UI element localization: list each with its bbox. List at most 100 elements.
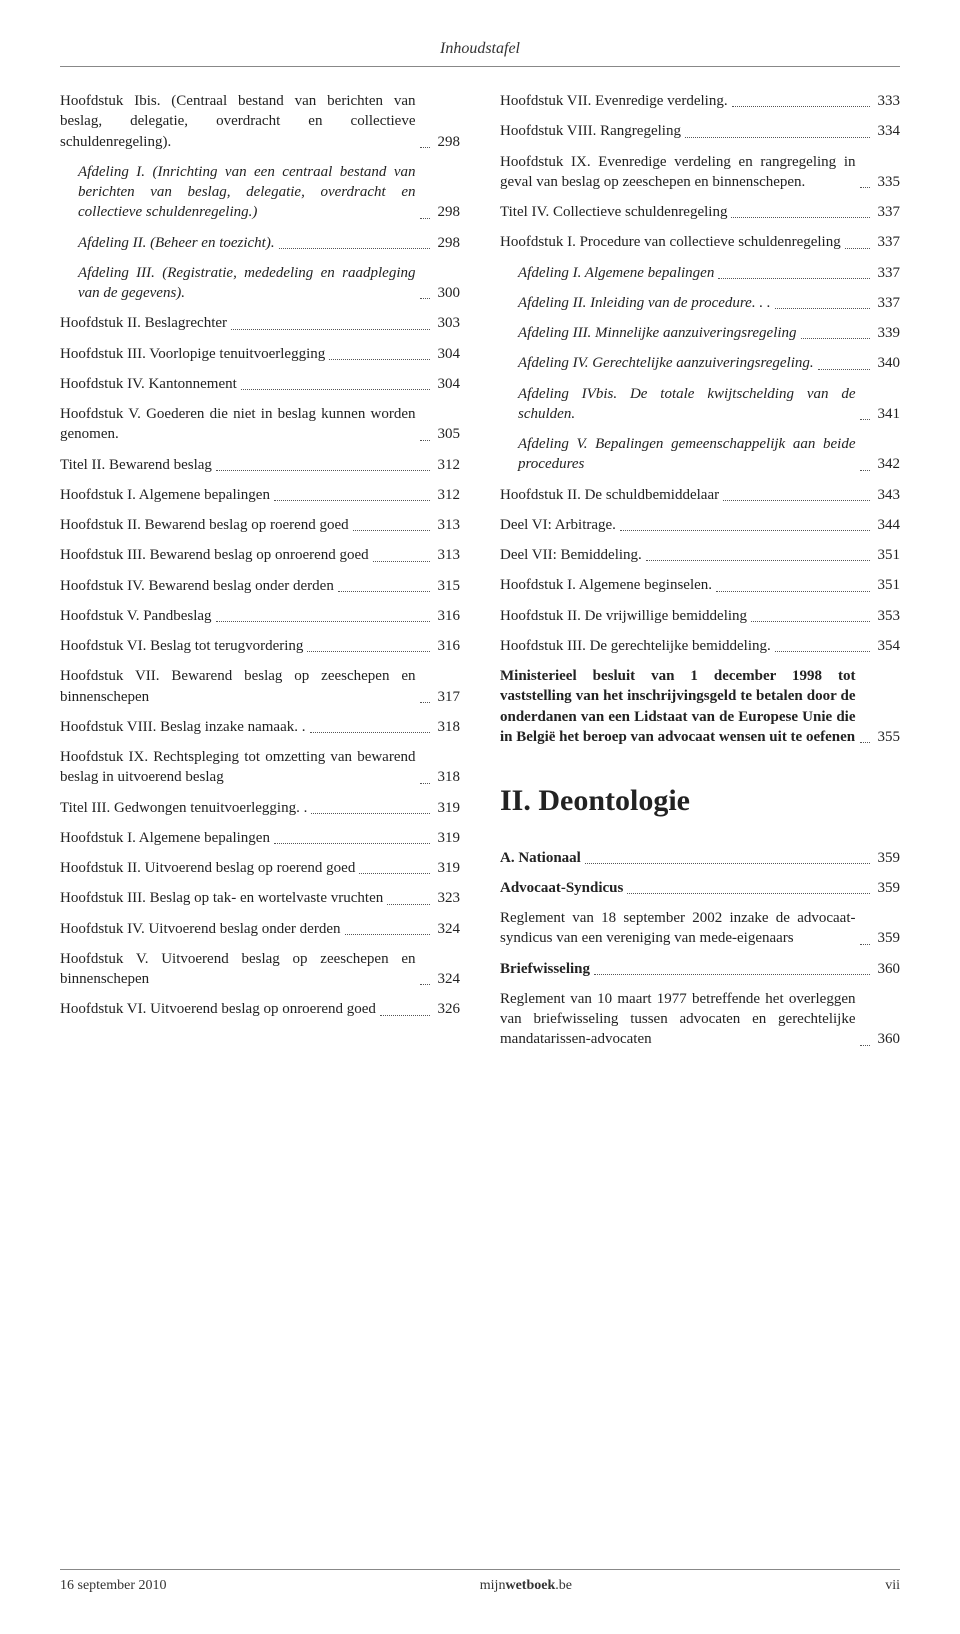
toc-entry: Hoofdstuk IV. Uitvoerend beslag onder de… — [60, 919, 460, 939]
toc-entry-page: 324 — [434, 969, 461, 989]
toc-entry: Titel IV. Collectieve schuldenregeling33… — [500, 202, 900, 222]
toc-entry-label: Hoofdstuk VI. Beslag tot terugvordering — [60, 636, 303, 656]
toc-leader — [387, 904, 429, 905]
toc-entry-page: 340 — [874, 353, 901, 373]
toc-entry-label: Hoofdstuk V. Goederen die niet in beslag… — [60, 404, 416, 445]
toc-entry-label: Deel VI: Arbitrage. — [500, 515, 616, 535]
toc-entry: Hoofdstuk III. Bewarend beslag op onroer… — [60, 545, 460, 565]
toc-entry: Hoofdstuk II. De schuldbemiddelaar 343 — [500, 485, 900, 505]
toc-entry: Hoofdstuk VIII. Beslag inzake namaak. .3… — [60, 717, 460, 737]
toc-entry-page: 312 — [434, 485, 461, 505]
toc-entry-page: 298 — [434, 233, 461, 253]
toc-entry: Hoofdstuk IX. Rechtspleging tot omzettin… — [60, 747, 460, 788]
toc-entry-page: 318 — [434, 767, 461, 787]
toc-entry-page: 359 — [874, 878, 901, 898]
toc-entry-page: 298 — [434, 202, 461, 222]
toc-entry-label: Hoofdstuk I. Algemene bepalingen — [60, 828, 270, 848]
toc-entry-label: Titel IV. Collectieve schuldenregeling — [500, 202, 727, 222]
toc-entry-page: 334 — [874, 121, 901, 141]
toc-entry-label: Hoofdstuk I. Procedure van collectieve s… — [500, 232, 841, 252]
toc-entry-label: Hoofdstuk IV. Bewarend beslag onder derd… — [60, 576, 334, 596]
toc-entry-label: Afdeling IV. Gerechtelijke aanzuiverings… — [518, 353, 814, 373]
toc-entry-page: 359 — [874, 928, 901, 948]
toc-leader — [860, 742, 870, 743]
toc-entry: Afdeling II. Inleiding van de procedure.… — [500, 293, 900, 313]
toc-leader — [860, 944, 870, 945]
toc-entry-label: Hoofdstuk V. Pandbeslag — [60, 606, 212, 626]
toc-entry: Hoofdstuk VI. Uitvoerend beslag op onroe… — [60, 999, 460, 1019]
toc-leader — [420, 984, 430, 985]
toc-entry-label: Hoofdstuk V. Uitvoerend beslag op zeesch… — [60, 949, 416, 990]
toc-entry-page: 337 — [874, 232, 901, 252]
toc-leader — [732, 106, 870, 107]
toc-leader — [274, 500, 430, 501]
toc-entry-page: 313 — [434, 545, 461, 565]
toc-entry-page: 313 — [434, 515, 461, 535]
toc-leader — [775, 651, 870, 652]
toc-leader — [860, 187, 870, 188]
toc-entry: Hoofdstuk VII. Bewarend beslag op zeesch… — [60, 666, 460, 707]
toc-entry: Reglement van 10 maart 1977 betreffende … — [500, 989, 900, 1050]
toc-leader — [338, 591, 430, 592]
toc-entry: Hoofdstuk Ibis. (Centraal bestand van be… — [60, 91, 460, 152]
toc-entry-label: Reglement van 10 maart 1977 betreffende … — [500, 989, 856, 1050]
toc-entry: Briefwisseling360 — [500, 959, 900, 979]
toc-entry: Hoofdstuk V. Pandbeslag316 — [60, 606, 460, 626]
toc-leader — [420, 702, 430, 703]
toc-entry: Afdeling IVbis. De totale kwijtschelding… — [500, 384, 900, 425]
toc-leader — [420, 147, 430, 148]
toc-entry-page: 298 — [434, 132, 461, 152]
toc-entry: Hoofdstuk II. Uitvoerend beslag op roere… — [60, 858, 460, 878]
toc-entry-label: Briefwisseling — [500, 959, 590, 979]
toc-leader — [801, 338, 870, 339]
toc-entry: Reglement van 18 september 2002 inzake d… — [500, 908, 900, 949]
toc-entry-label: Hoofdstuk VIII. Rangregeling — [500, 121, 681, 141]
toc-entry: Hoofdstuk I. Algemene bepalingen312 — [60, 485, 460, 505]
toc-leader — [818, 369, 870, 370]
toc-entry: Hoofdstuk I. Procedure van collectieve s… — [500, 232, 900, 252]
toc-entry-page: 360 — [874, 1029, 901, 1049]
toc-entry-page: 343 — [874, 485, 901, 505]
footer-site: mijnwetboek.be — [480, 1578, 572, 1594]
toc-entry: Hoofdstuk VII. Evenredige verdeling.333 — [500, 91, 900, 111]
toc-entry: Advocaat-Syndicus359 — [500, 878, 900, 898]
toc-entry-label: Hoofdstuk III. De gerechtelijke bemiddel… — [500, 636, 771, 656]
toc-leader — [373, 561, 430, 562]
toc-entry-page: 351 — [874, 575, 901, 595]
toc-leader — [860, 1045, 870, 1046]
toc-entry: Hoofdstuk II. De vrijwillige bemiddeling… — [500, 606, 900, 626]
toc-entry: Hoofdstuk I. Algemene beginselen.351 — [500, 575, 900, 595]
toc-entry: Hoofdstuk V. Uitvoerend beslag op zeesch… — [60, 949, 460, 990]
toc-entry: Titel II. Bewarend beslag312 — [60, 455, 460, 475]
toc-leader — [307, 651, 429, 652]
toc-entry-page: 300 — [434, 283, 461, 303]
toc-entry-page: 305 — [434, 424, 461, 444]
toc-entry: Afdeling II. (Beheer en toezicht).298 — [60, 233, 460, 253]
toc-entry-label: Hoofdstuk IX. Evenredige verdeling en ra… — [500, 152, 856, 193]
toc-entry-label: Afdeling V. Bepalingen gemeenschappelijk… — [518, 434, 856, 475]
toc-entry-page: 359 — [874, 848, 901, 868]
toc-leader — [723, 500, 869, 501]
toc-entry-label: Hoofdstuk VII. Bewarend beslag op zeesch… — [60, 666, 416, 707]
toc-entry: Deel VI: Arbitrage.344 — [500, 515, 900, 535]
toc-entry-page: 319 — [434, 858, 461, 878]
toc-entry: Ministerieel besluit van 1 december 1998… — [500, 666, 900, 747]
toc-entry-page: 339 — [874, 323, 901, 343]
toc-entry-page: 316 — [434, 636, 461, 656]
toc-entry-page: 335 — [874, 172, 901, 192]
page-footer: 16 september 2010 mijnwetboek.be vii — [60, 1561, 900, 1594]
toc-entry: Afdeling III. (Registratie, mededeling e… — [60, 263, 460, 304]
toc-entry-label: Hoofdstuk II. Uitvoerend beslag op roere… — [60, 858, 355, 878]
right-column: Hoofdstuk VII. Evenredige verdeling.333 H… — [500, 91, 900, 1060]
toc-entry-label: Hoofdstuk II. De schuldbemiddelaar — [500, 485, 719, 505]
toc-entry-label: Hoofdstuk II. Bewarend beslag op roerend… — [60, 515, 349, 535]
toc-entry-page: 319 — [434, 828, 461, 848]
toc-entry-page: 304 — [434, 344, 461, 364]
toc-entry-label: A. Nationaal — [500, 848, 581, 868]
toc-entry-label: Hoofdstuk III. Beslag op tak- en wortelv… — [60, 888, 383, 908]
toc-entry-page: 304 — [434, 374, 461, 394]
toc-leader — [685, 137, 870, 138]
toc-leader — [380, 1015, 430, 1016]
toc-entry: Hoofdstuk III. Beslag op tak- en wortelv… — [60, 888, 460, 908]
footer-site-be: .be — [555, 1578, 572, 1593]
